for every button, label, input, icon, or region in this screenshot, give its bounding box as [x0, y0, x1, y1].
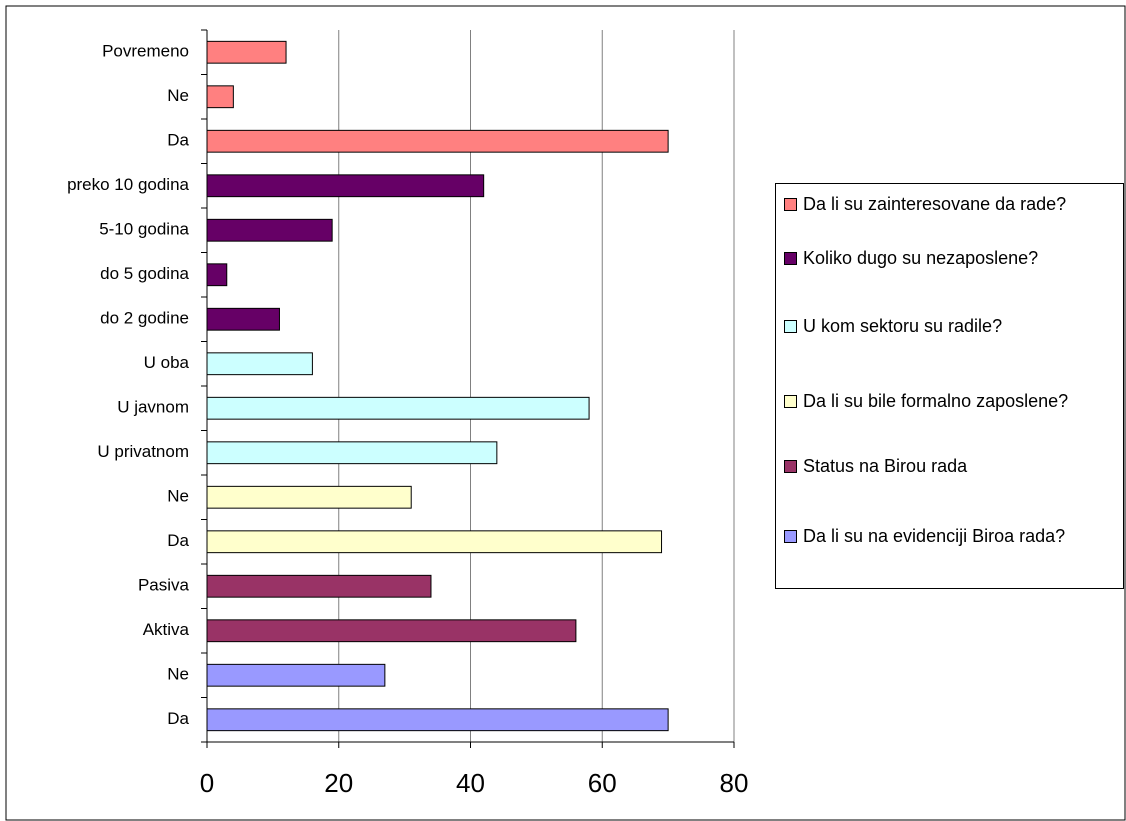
y-tick-label: Pasiva — [138, 576, 190, 595]
legend-swatch — [784, 198, 797, 211]
y-tick-label: Da — [167, 131, 189, 150]
legend-entry: Status na Birou rada — [784, 451, 1119, 481]
bar — [206, 85, 234, 109]
bar — [206, 129, 669, 153]
y-tick-label: Da — [167, 531, 189, 550]
y-tick-label: Ne — [167, 487, 189, 506]
legend-label: Da li su bile formalno zaposlene? — [803, 391, 1069, 411]
legend-entry: Da li su na evidenciji Biroa rada? — [784, 521, 1119, 551]
y-tick-label: Aktiva — [143, 620, 190, 639]
legend-entry: U kom sektoru su radile? — [784, 311, 1119, 341]
bar — [206, 530, 663, 554]
y-tick-label: Povremeno — [102, 42, 189, 61]
bar — [206, 352, 313, 376]
bar — [206, 40, 287, 64]
bar — [206, 619, 577, 643]
y-tick-label: Da — [167, 709, 189, 728]
legend-entry: Da li su zainteresovane da rade? — [784, 189, 1119, 219]
x-tick-label: 40 — [456, 768, 485, 798]
legend-label: Status na Birou rada — [803, 456, 968, 476]
legend: Da li su zainteresovane da rade? Koliko d… — [775, 183, 1124, 589]
legend-swatch — [784, 320, 797, 333]
legend-entry: Da li su bile formalno zaposlene? — [784, 386, 1119, 416]
y-tick-label: U oba — [144, 353, 190, 372]
legend-label: U kom sektoru su radile? — [803, 316, 1003, 336]
legend-swatch — [784, 252, 797, 265]
bar — [206, 441, 498, 465]
bar — [206, 307, 280, 331]
bar — [206, 663, 386, 687]
y-tick-label: Ne — [167, 86, 189, 105]
bar — [206, 174, 485, 198]
legend-entry: Koliko dugo su nezaposlene? — [784, 243, 1119, 273]
y-tick-label: do 5 godina — [100, 264, 189, 283]
x-tick-label: 20 — [324, 768, 353, 798]
x-tick-label: 80 — [720, 768, 749, 798]
y-tick-label: preko 10 godina — [67, 175, 189, 194]
legend-label: Da li su na evidenciji Biroa rada? — [803, 526, 1066, 546]
y-tick-label: U javnom — [117, 398, 189, 417]
y-tick-label: Ne — [167, 665, 189, 684]
x-tick-label: 60 — [588, 768, 617, 798]
legend-label: Koliko dugo su nezaposlene? — [803, 248, 1039, 268]
bar — [206, 574, 432, 598]
bar — [206, 396, 590, 420]
bar — [206, 708, 669, 732]
y-tick-label: U privatnom — [97, 442, 189, 461]
bar — [206, 485, 412, 509]
legend-swatch — [784, 460, 797, 473]
legend-swatch — [784, 395, 797, 408]
legend-label: Da li su zainteresovane da rade? — [803, 194, 1067, 214]
y-tick-label: do 2 godine — [100, 309, 189, 328]
legend-swatch — [784, 530, 797, 543]
y-tick-label: 5-10 godina — [99, 220, 189, 239]
bar — [206, 218, 333, 242]
bar — [206, 263, 228, 287]
x-tick-label: 0 — [200, 768, 214, 798]
